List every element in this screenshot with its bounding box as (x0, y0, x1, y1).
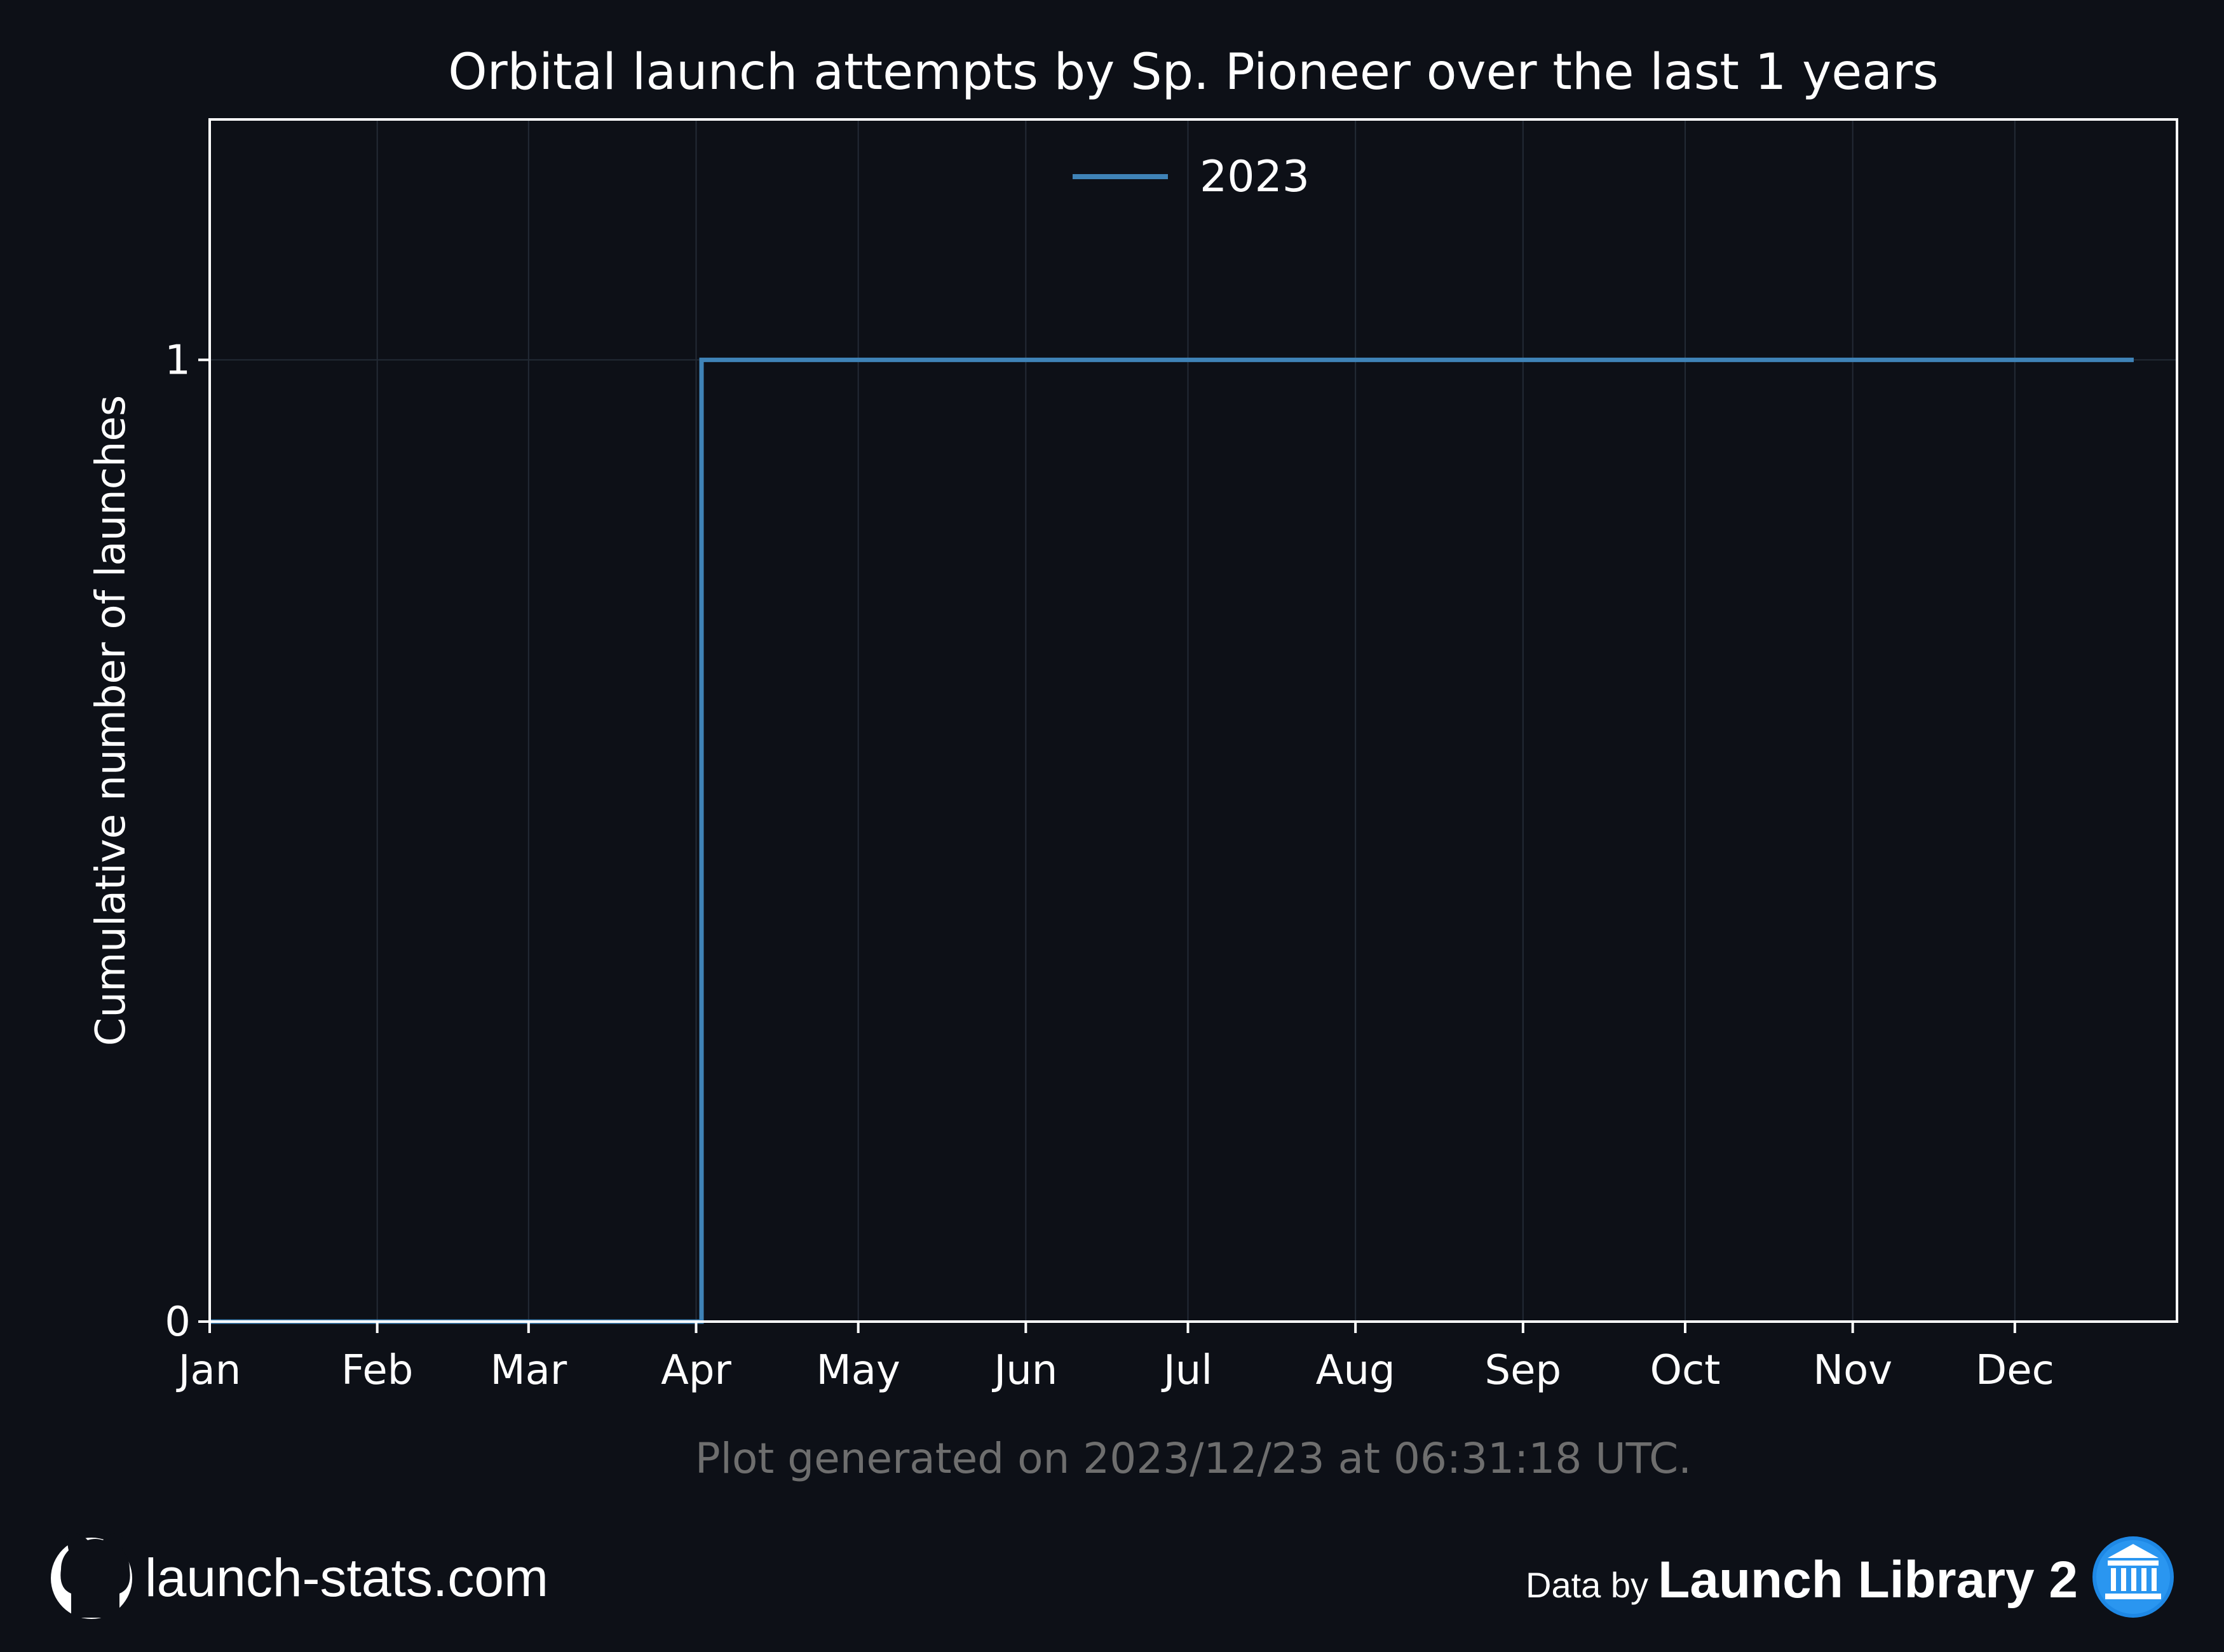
chart-title: Orbital launch attempts by Sp. Pioneer o… (448, 44, 1939, 101)
y-tick-label: 0 (165, 1299, 191, 1346)
x-ticks: Jan Feb Mar Apr May Jun Jul Aug Sep Oct Nov Dec (176, 1322, 2054, 1394)
x-tick-label: Oct (1650, 1347, 1721, 1394)
legend-label-2023: 2023 (1200, 152, 1310, 202)
x-tick-label: Jan (176, 1347, 241, 1394)
x-tick-label: Sep (1485, 1347, 1562, 1394)
x-tick-label: Aug (1316, 1347, 1395, 1394)
y-axis-label: Cumulative number of launches (88, 395, 135, 1046)
x-tick-label: Nov (1813, 1347, 1892, 1394)
plot-frame (208, 118, 2178, 1323)
site-link[interactable]: launch-stats.com (145, 1548, 548, 1608)
github-icon (51, 1533, 132, 1619)
data-source-name: Launch Library 2 (1658, 1551, 2078, 1609)
data-by-label: Data by (1526, 1565, 1648, 1605)
x-tick-label: Mar (490, 1347, 567, 1394)
x-tick-label: Dec (1976, 1347, 2054, 1394)
y-tick-label: 1 (165, 337, 191, 384)
legend: 2023 (1073, 152, 1310, 202)
x-tick-label: May (817, 1347, 900, 1394)
x-tick-label: Jul (1161, 1347, 1212, 1394)
launch-library-icon (2092, 1536, 2174, 1618)
x-tick-label: Feb (341, 1347, 413, 1394)
x-tick-label: Apr (661, 1347, 731, 1394)
x-tick-label: Jun (991, 1347, 1057, 1394)
y-ticks: 01 (165, 337, 210, 1346)
generated-timestamp: Plot generated on 2023/12/23 at 06:31:18… (695, 1434, 1692, 1483)
